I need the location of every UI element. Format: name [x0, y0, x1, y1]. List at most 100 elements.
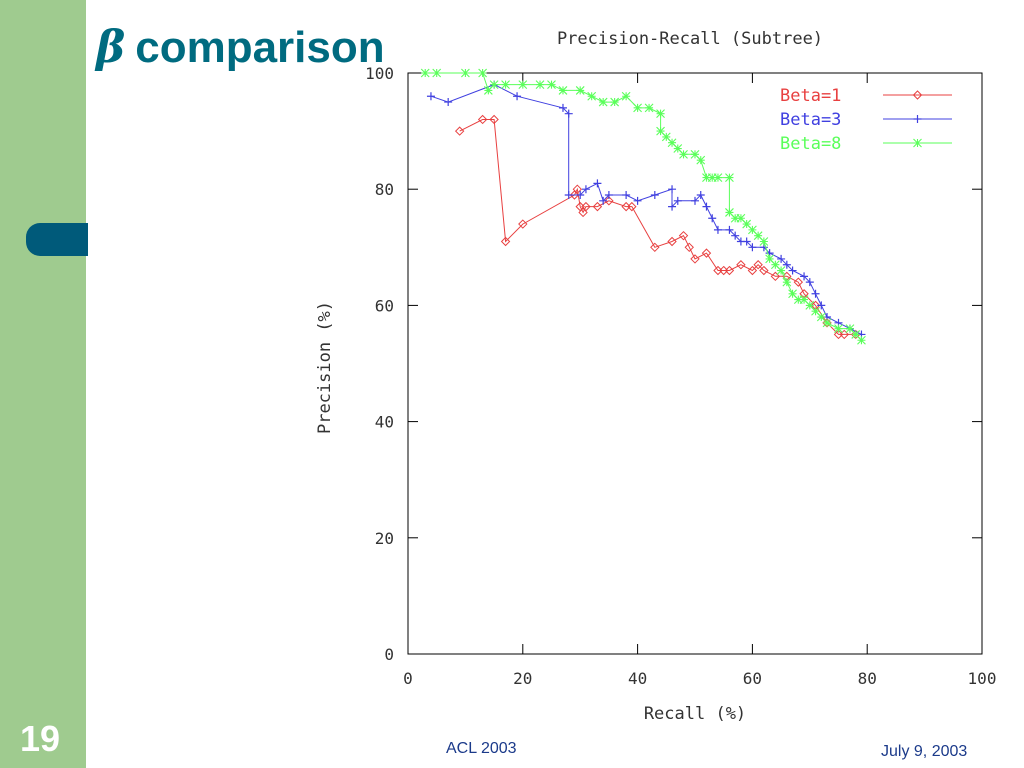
slide-number: 19 [20, 718, 61, 759]
data-point [857, 335, 866, 345]
data-point [593, 179, 602, 188]
data-point [667, 236, 677, 247]
data-point [845, 324, 855, 334]
page-title: β comparison [96, 22, 385, 73]
x-tick-label: 60 [743, 669, 762, 688]
data-point [564, 191, 573, 200]
data-point [816, 312, 826, 322]
data-point [701, 248, 712, 258]
data-point [805, 301, 815, 310]
data-point [673, 144, 683, 153]
data-point [592, 201, 603, 212]
data-point [690, 149, 700, 159]
data-point [696, 191, 705, 200]
data-point [776, 266, 786, 275]
data-point [454, 126, 465, 136]
data-point [656, 126, 665, 136]
data-point [690, 254, 700, 264]
data-point [708, 214, 717, 223]
data-point [478, 68, 488, 78]
data-point [782, 260, 791, 269]
data-point [770, 271, 781, 282]
data-point [736, 260, 746, 270]
data-point [793, 295, 803, 304]
legend-label: Beta=1 [780, 86, 841, 106]
data-point [817, 301, 826, 310]
data-point [759, 237, 769, 246]
data-point [667, 138, 677, 148]
data-point [742, 219, 752, 229]
x-tick-label: 100 [968, 669, 997, 688]
data-point [822, 318, 832, 328]
legend-marker [913, 115, 922, 123]
data-point [805, 278, 814, 287]
data-point [839, 329, 849, 340]
data-point [444, 98, 453, 107]
legend-label: Beta=8 [780, 134, 841, 154]
data-point [622, 191, 631, 200]
y-tick-label: 60 [375, 296, 394, 315]
x-tick-label: 40 [628, 669, 647, 688]
data-point [587, 91, 597, 101]
data-point [851, 330, 861, 339]
legend-marker [912, 90, 923, 100]
data-point [604, 191, 613, 200]
data-point [420, 68, 430, 78]
data-point [564, 109, 573, 118]
beta-symbol: β [96, 22, 126, 73]
bullet-tab-marker [26, 223, 88, 256]
data-point [834, 324, 843, 334]
data-point [702, 202, 711, 211]
data-point [461, 68, 470, 78]
data-point [765, 254, 775, 264]
data-point [707, 173, 717, 182]
data-point [576, 191, 585, 200]
data-point [702, 173, 711, 182]
data-point [621, 91, 631, 101]
data-point [811, 306, 820, 316]
data-point [725, 173, 734, 182]
data-point [656, 109, 665, 119]
data-point [678, 230, 689, 241]
data-point [518, 219, 528, 229]
y-tick-label: 40 [375, 413, 394, 432]
data-point [575, 86, 585, 95]
title-text: comparison [135, 23, 385, 72]
data-point [483, 86, 493, 95]
data-point [747, 265, 758, 276]
data-point [610, 97, 620, 107]
data-point [535, 80, 545, 90]
data-point [725, 208, 734, 217]
data-point [668, 202, 677, 211]
data-point [661, 132, 671, 142]
data-point [679, 149, 688, 159]
data-point [513, 92, 522, 101]
data-point [489, 114, 499, 125]
data-point [599, 196, 608, 205]
plot-frame [407, 72, 983, 655]
data-point [572, 184, 583, 194]
y-tick-label: 100 [365, 64, 394, 83]
footer-date: July 9, 2003 [881, 743, 968, 760]
data-point [696, 155, 706, 165]
data-point [759, 265, 769, 276]
data-point [684, 242, 694, 253]
data-point [799, 295, 809, 304]
y-tick-label: 20 [375, 529, 394, 548]
data-point [713, 173, 723, 182]
data-point [724, 265, 735, 276]
data-point [668, 185, 677, 194]
data-point [736, 213, 746, 223]
y-axis-label: Precision (%) [315, 301, 335, 434]
series-line-beta-1 [459, 119, 856, 335]
y-tick-label: 0 [384, 645, 394, 664]
data-point [432, 68, 442, 78]
data-point [558, 103, 567, 112]
x-tick-label: 80 [858, 669, 877, 688]
data-point [604, 196, 614, 206]
data-point [627, 201, 637, 212]
data-point [800, 272, 809, 281]
data-point [558, 86, 568, 95]
data-point [518, 80, 528, 90]
data-point [725, 225, 734, 234]
